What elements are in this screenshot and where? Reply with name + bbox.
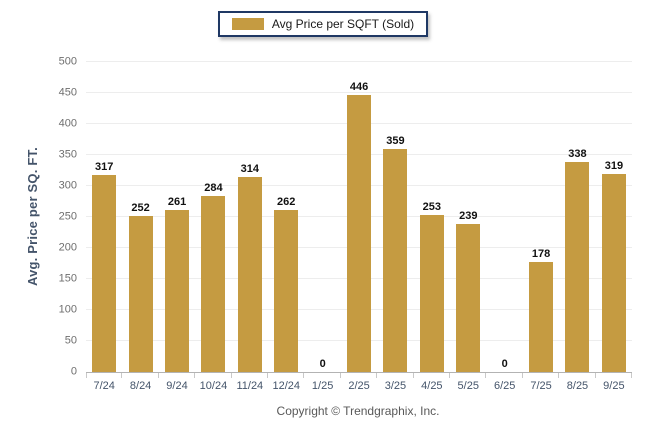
bar-group-8-25: 338 [559, 62, 597, 378]
copyright-text: Copyright © Trendgraphix, Inc. [276, 404, 440, 418]
legend-swatch-icon [231, 18, 264, 30]
bar-value-label: 314 [240, 163, 259, 176]
bar-group-9-24: 261 [159, 62, 196, 378]
bar-rect [165, 210, 190, 372]
x-axis-label: 12/24 [272, 380, 300, 392]
bar-value-label: 261 [167, 196, 187, 209]
y-axis-tick-label: 0 [70, 365, 77, 378]
x-axis-label: 2/25 [348, 380, 370, 392]
bar-value-label: 446 [349, 81, 369, 94]
y-axis-title: Avg. Price per SQ. FT. [24, 147, 40, 287]
bar-group-5-25: 239 [450, 62, 487, 378]
bar-value-label: 239 [459, 209, 478, 222]
x-axis-label: 6/25 [493, 380, 516, 392]
plot-column: 317 252 261 284 314 262 0 446 359 253 239 0 178 338 31… [86, 61, 633, 393]
plot-area: 317 252 261 284 314 262 0 446 359 253 239 0 178 338 31… [86, 61, 633, 378]
y-axis-ticks: 0 50 100 150 200 250 300 350 400 450 500 [46, 56, 86, 377]
bar-rect [237, 177, 262, 372]
x-axis-label: 9/24 [166, 380, 188, 392]
bar-value-label: 262 [277, 195, 296, 208]
bar-rect [419, 215, 444, 372]
x-axis-label: 4/25 [421, 380, 443, 392]
x-axis-label: 3/25 [384, 380, 407, 392]
x-axis-label: 7/24 [93, 380, 115, 392]
bar-chart: Avg. Price per SQ. FT. 0 50 100 150 200 250 30… [0, 56, 646, 393]
x-axis-label: 9/25 [603, 380, 625, 392]
bar-group-10-24: 284 [195, 62, 233, 378]
bar-group-1-25: 0 [304, 62, 342, 378]
y-axis-tick-label: 450 [58, 86, 77, 99]
bar-group-7-24: 317 [86, 62, 123, 378]
bar-group-4-25: 253 [414, 62, 451, 378]
legend-label: Avg Price per SQFT (Sold) [271, 17, 415, 31]
bar-value-label: 0 [501, 358, 508, 370]
bar-value-label: 338 [568, 148, 587, 161]
bar-value-label: 317 [95, 161, 114, 174]
x-axis-labels: 7/24 8/24 9/24 10/24 11/24 12/24 1/25 2/25 3/25 4… [86, 380, 632, 393]
bars: 317 252 261 284 314 262 0 446 359 253 239 0 178 338 31… [86, 62, 633, 378]
y-axis-tick-label: 500 [58, 55, 77, 68]
bar-group-6-25: 0 [486, 62, 524, 378]
bar-group-7-25: 178 [523, 62, 560, 378]
legend: Avg Price per SQFT (Sold) [217, 11, 429, 37]
bar-group-9-25: 319 [596, 62, 633, 378]
bar-rect [601, 174, 626, 372]
x-axis-label: 7/25 [530, 380, 552, 392]
gridline [86, 92, 632, 93]
y-axis-tick-label: 200 [58, 241, 77, 254]
bar-rect [201, 195, 226, 372]
bar-value-label: 319 [604, 160, 624, 173]
bar-value-label: 178 [531, 247, 551, 260]
x-axis-label: 8/24 [129, 380, 152, 392]
x-axis-label: 1/25 [311, 380, 334, 392]
bar-group-8-24: 252 [122, 62, 160, 378]
bar-group-11-24: 314 [232, 62, 269, 378]
bar-group-3-25: 359 [377, 62, 415, 378]
bar-value-label: 0 [319, 358, 326, 370]
legend-row: Avg Price per SQFT (Sold) [0, 0, 646, 37]
bar-rect [274, 209, 299, 372]
x-axis-label: 8/25 [566, 380, 589, 392]
y-axis-tick-label: 300 [58, 179, 77, 192]
y-axis-tick-label: 250 [58, 210, 77, 223]
bar-group-2-25: 446 [341, 62, 378, 378]
bar-rect [92, 175, 117, 372]
y-axis-title-column: Avg. Price per SQ. FT. [18, 62, 46, 372]
bar-group-12-24: 262 [268, 62, 305, 378]
bar-rect [383, 149, 408, 372]
bar-rect [456, 223, 481, 372]
bar-rect [128, 215, 153, 372]
x-axis-label: 11/24 [236, 380, 264, 392]
y-axis-tick-label: 350 [58, 148, 77, 161]
x-axis-label: 10/24 [199, 380, 228, 392]
bar-value-label: 252 [131, 201, 150, 214]
bar-rect [565, 162, 590, 372]
bar-value-label: 359 [386, 135, 405, 148]
x-axis-label: 5/25 [457, 380, 479, 392]
y-axis-tick-label: 100 [58, 303, 77, 316]
bar-value-label: 253 [422, 201, 442, 214]
y-axis-tick-label: 400 [58, 117, 77, 130]
bar-rect [347, 95, 372, 372]
gridline [86, 61, 632, 62]
y-axis-tick-label: 150 [58, 272, 77, 285]
y-axis-tick-label: 50 [64, 334, 77, 347]
bar-value-label: 284 [204, 181, 223, 194]
bar-rect [529, 261, 554, 372]
